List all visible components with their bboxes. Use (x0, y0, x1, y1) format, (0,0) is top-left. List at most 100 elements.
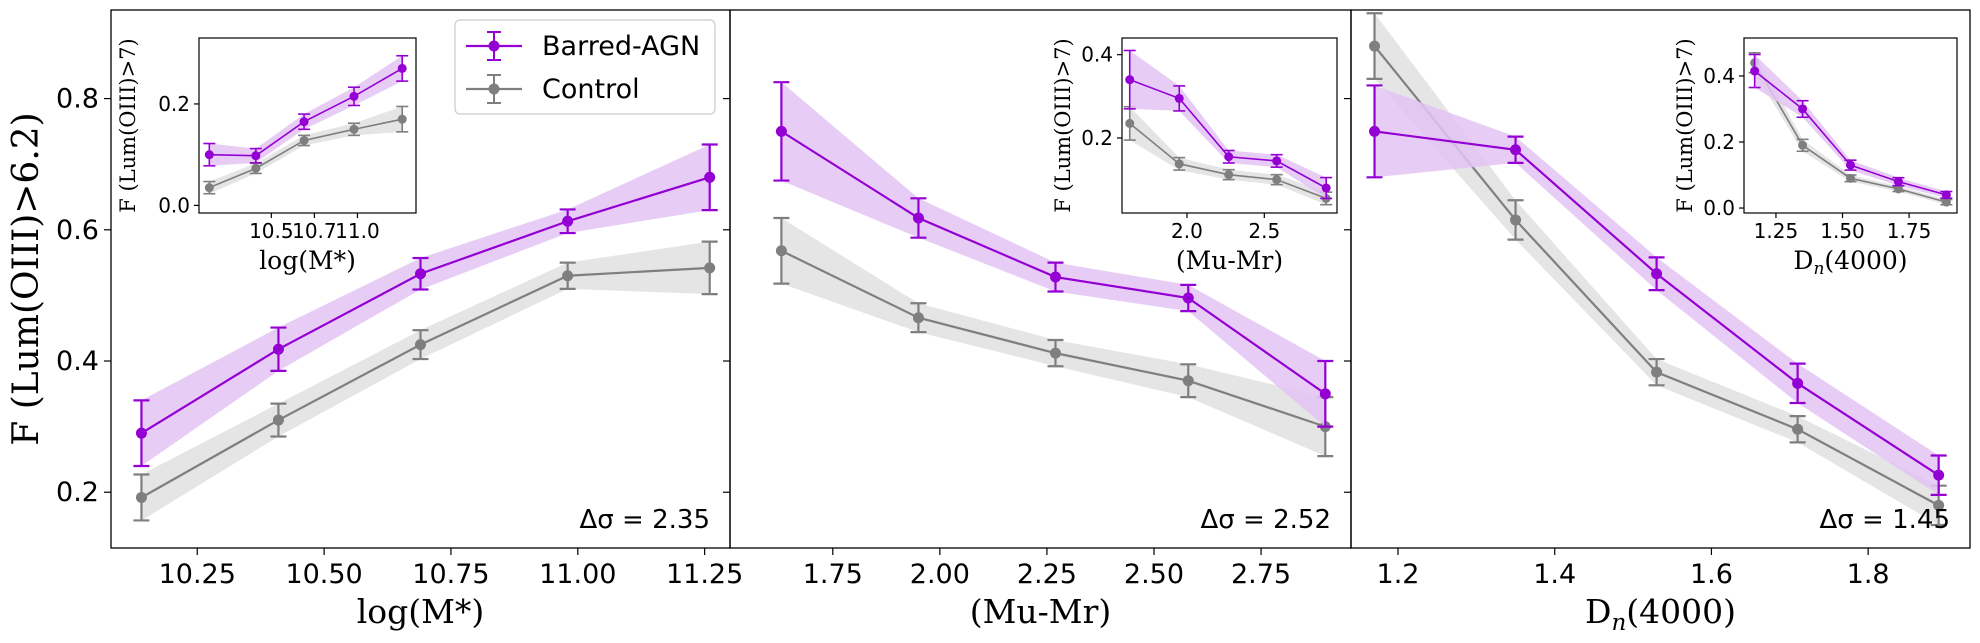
data-point (1651, 366, 1663, 378)
legend-frame (454, 19, 716, 115)
series-barred-agn (773, 81, 1334, 428)
legend-label: Control (542, 74, 640, 105)
legend-label: Barred-AGN (542, 31, 700, 62)
data-point (349, 124, 359, 134)
series-control (773, 216, 1334, 458)
y-tick-label: 0.2 (1081, 126, 1113, 150)
y-tick-label: 0.8 (56, 84, 99, 115)
data-point (135, 491, 147, 503)
data-point (415, 339, 426, 351)
series-control (203, 105, 409, 195)
x-tick-label: 2.75 (1231, 559, 1291, 590)
data-point (1651, 268, 1663, 280)
data-point (1049, 347, 1061, 359)
series-control (133, 240, 718, 522)
data-point (1510, 144, 1522, 156)
data-point (912, 212, 924, 224)
data-point (1510, 214, 1522, 226)
data-point (1049, 271, 1061, 283)
legend-marker (488, 83, 500, 95)
data-point (1941, 190, 1951, 200)
y-tick-label: 0.0 (1703, 196, 1735, 220)
data-point (1125, 118, 1135, 128)
panel-1: 10.25 10.50 10.75 11.00 11.25 0.2 0.4 0.6 0.8 log… (56, 9, 743, 631)
panel-3: 1.2 1.4 1.6 1.8 Dn(4000) Δσ = 1.45 (1344, 9, 1971, 636)
axes-frame (1743, 37, 1958, 214)
legend-item-barred-agn: Barred-AGN (466, 31, 700, 62)
data-point (397, 114, 407, 124)
data-point (397, 63, 407, 73)
data-point (272, 414, 284, 426)
x-tick-label: 10.5 (249, 219, 294, 243)
delta-sigma-annotation: Δσ = 1.45 (1820, 505, 1950, 535)
data-point (1893, 177, 1903, 187)
x-tick-label: 1.8 (1847, 559, 1890, 590)
data-point (299, 117, 309, 127)
delta-sigma-annotation: Δσ = 2.35 (580, 505, 710, 535)
x-tick-label: 2.0 (1171, 219, 1203, 243)
y-axis-label: F (Lum(OIII)>7) (1673, 38, 1697, 212)
data-point (912, 312, 924, 324)
data-point (1272, 156, 1282, 166)
x-tick-label: 1.4 (1533, 559, 1576, 590)
x-tick-label: 10.7 (292, 219, 337, 243)
data-point (204, 150, 214, 160)
data-point (1182, 375, 1194, 387)
series-barred-agn (1123, 49, 1333, 200)
data-point (1798, 140, 1808, 150)
x-tick-label: 10.50 (285, 559, 362, 590)
axes-frame (1350, 9, 1971, 549)
x-tick-label: 2.25 (1017, 559, 1077, 590)
x-axis-label: log(M*) (357, 592, 485, 631)
series-barred-agn (1748, 53, 1953, 200)
axes-frame (1121, 37, 1338, 214)
legend-item-control: Control (466, 74, 640, 105)
y-axis-label-main: F (Lum(OIII)>6.2) (6, 112, 47, 445)
x-axis-label: log(M*) (259, 246, 356, 275)
x-axis-label: Dn(4000) (1793, 246, 1907, 279)
data-point (1321, 183, 1331, 193)
y-tick-label: 0.4 (1703, 64, 1735, 88)
data-point (1846, 173, 1855, 183)
x-tick-label: 2.00 (910, 559, 970, 590)
data-point (1369, 40, 1381, 52)
data-point (272, 343, 284, 355)
data-point (1224, 170, 1234, 180)
x-tick-label: 1.75 (1887, 219, 1932, 243)
data-point (1182, 292, 1194, 304)
inset-2: 2.0 2.5 0.2 0.4 (Mu-Mr) F (Lum(OIII)>7) (1051, 37, 1338, 275)
data-point (1933, 499, 1945, 511)
data-point (1369, 125, 1381, 137)
series-barred-agn (203, 54, 409, 167)
legend-marker (488, 40, 500, 52)
x-tick-label: 1.2 (1377, 559, 1420, 590)
data-point (1893, 184, 1903, 194)
y-tick-label: 0.2 (1703, 130, 1735, 154)
y-axis-label: F (Lum(OIII)>7) (1051, 38, 1075, 212)
legend: Barred-AGN Control (454, 19, 716, 115)
y-tick-label: 0.4 (56, 346, 99, 377)
y-tick-label: 0.2 (158, 92, 190, 116)
error-band (141, 241, 710, 521)
data-point (775, 125, 787, 137)
axes-frame (198, 37, 417, 214)
data-point (1272, 175, 1282, 185)
data-point (1798, 104, 1808, 114)
x-tick-label: 10.75 (412, 559, 489, 590)
y-axis-label: F (Lum(OIII)>7) (116, 38, 140, 212)
data-point (1174, 159, 1184, 169)
x-tick-label: 1.75 (803, 559, 863, 590)
data-point (349, 91, 359, 101)
data-point (1750, 66, 1760, 76)
data-point (1174, 93, 1184, 103)
data-point (562, 215, 574, 227)
data-point (135, 427, 147, 439)
data-point (1319, 388, 1331, 400)
x-tick-label: 2.5 (1248, 219, 1280, 243)
x-axis-label: (Mu-Mr) (970, 592, 1112, 631)
data-point (204, 183, 214, 193)
data-point (704, 171, 716, 183)
y-tick-label: 0.4 (1081, 43, 1113, 67)
x-tick-label: 1.50 (1820, 219, 1865, 243)
